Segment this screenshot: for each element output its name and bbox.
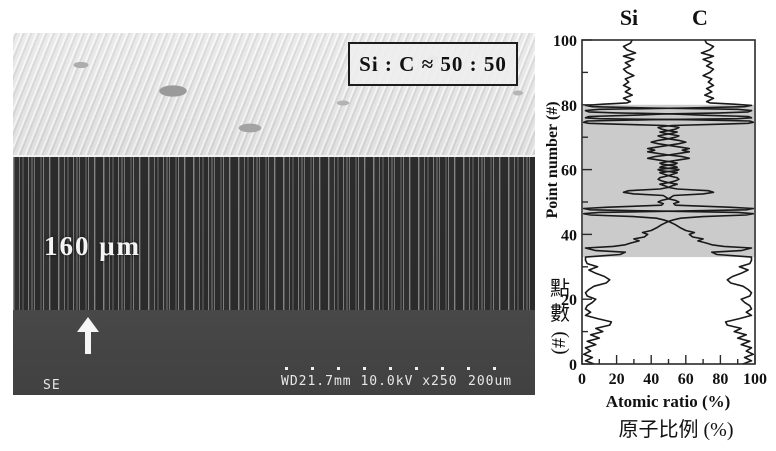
up-arrow-head — [77, 317, 99, 332]
ratio-annotation-box: Si : C ≈ 50 : 50 — [348, 42, 518, 86]
series-title-c: C — [692, 5, 708, 30]
y-tick-label: 40 — [561, 227, 577, 244]
y-axis-label-zh-1: 點 — [550, 277, 570, 300]
chart-canvas: Si C Atomic ratio (%) 原子比例 (%) Point num… — [544, 5, 767, 441]
x-tick-label: 80 — [712, 371, 728, 388]
detector-label: SE — [43, 378, 61, 393]
shaded-film-band — [583, 104, 754, 258]
y-tick-label: 60 — [561, 163, 577, 180]
x-tick-label: 0 — [578, 371, 586, 388]
x-axis-label-zh: 原子比例 (%) — [619, 418, 734, 441]
thickness-label: 160 μm — [44, 231, 142, 261]
y-tick-label: 20 — [561, 292, 577, 309]
series-line-si — [582, 39, 755, 365]
up-arrow-icon — [77, 317, 99, 354]
sem-metadata-label: WD21.7mm 10.0kV x250 — [281, 374, 458, 389]
scale-bar-label: 200um — [468, 374, 513, 389]
micron-marker-dots — [285, 367, 519, 370]
film-cross-section — [13, 157, 535, 310]
x-axis-label: Atomic ratio (%) — [606, 392, 731, 411]
y-axis-label-zh-2: 數 — [550, 302, 570, 325]
sem-micrograph: Si : C ≈ 50 : 50 160 μm SE WD21.7mm 10.0… — [13, 33, 535, 395]
x-tick-label: 60 — [678, 371, 694, 388]
y-axis-label-zh-3: (#) — [548, 331, 570, 354]
eds-line-scan-chart: Si C Atomic ratio (%) 原子比例 (%) Point num… — [540, 0, 776, 446]
y-axis-label: Point number (#) — [544, 101, 561, 218]
y-tick-label: 100 — [553, 33, 577, 50]
ratio-annotation-label: Si : C ≈ 50 : 50 — [359, 51, 507, 76]
x-tick-label: 40 — [643, 371, 659, 388]
series-title-si: Si — [620, 5, 638, 30]
y-tick-label: 80 — [561, 98, 577, 115]
x-tick-label: 20 — [609, 371, 625, 388]
up-arrow-shaft — [85, 331, 91, 354]
y-tick-label: 0 — [569, 357, 577, 374]
series-line-c — [582, 39, 755, 365]
x-tick-label: 100 — [743, 371, 767, 388]
substrate-region — [13, 310, 535, 395]
